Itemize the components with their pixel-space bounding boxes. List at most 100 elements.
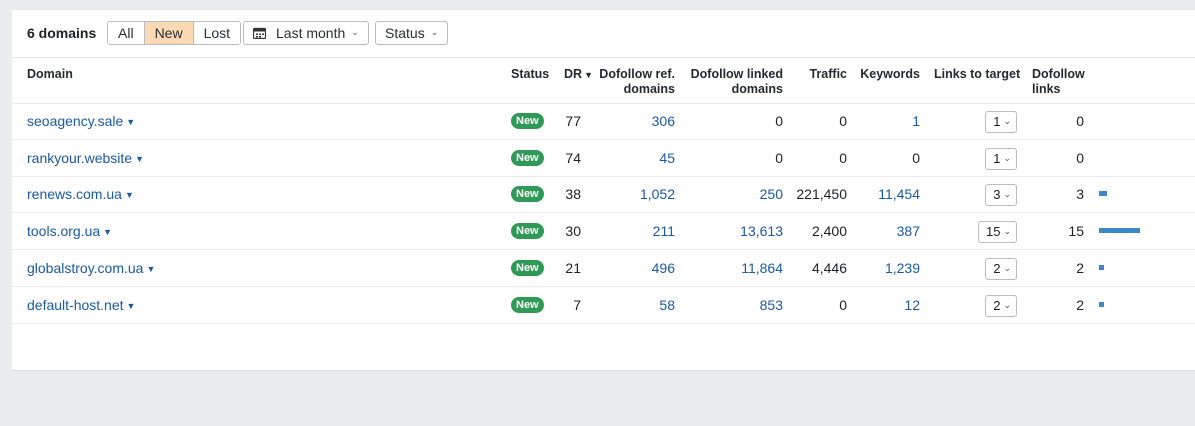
keywords-value: 0 xyxy=(912,149,920,166)
dofollow-links-value: 15 xyxy=(1068,223,1084,240)
status-badge: New xyxy=(511,113,544,129)
links-to-target-value: 2 xyxy=(993,260,1001,276)
dofollow-linked-domains-value[interactable]: 11,864 xyxy=(741,259,783,276)
col-dofollow-ref-line1: Dofollow ref. xyxy=(599,67,675,81)
status-filter-button[interactable]: Status ⌄ xyxy=(375,21,449,45)
keywords-value[interactable]: 11,454 xyxy=(878,186,920,203)
dr-value: 7 xyxy=(573,296,581,313)
traffic-value: 221,450 xyxy=(796,186,847,203)
traffic-value: 4,446 xyxy=(811,259,847,276)
links-to-target-select[interactable]: 2 ⌄ xyxy=(985,294,1017,317)
traffic-value: 0 xyxy=(839,296,847,313)
dr-value: 30 xyxy=(565,223,581,240)
dofollow-ref-domains-link[interactable]: 58 xyxy=(659,296,675,313)
links-to-target-value: 2 xyxy=(993,297,1001,313)
col-links-to-target[interactable]: Links to target xyxy=(934,67,1021,81)
table-header: Domain Status DR ▼ Dofollow ref. domains … xyxy=(12,57,1195,104)
col-dofollow-ref-domains[interactable]: Dofollow ref. domains xyxy=(599,67,675,97)
traffic-value: 0 xyxy=(839,149,847,166)
dofollow-ref-domains-link[interactable]: 45 xyxy=(659,149,675,166)
chevron-down-icon: ⌄ xyxy=(430,27,439,37)
domain-name: renews.com.ua xyxy=(27,186,122,203)
dofollow-ref-domains-link[interactable]: 496 xyxy=(651,259,675,276)
dofollow-links-value: 0 xyxy=(1076,149,1084,166)
chevron-down-icon: ⌄ xyxy=(1003,299,1011,310)
keywords-value[interactable]: 1 xyxy=(912,113,920,129)
dofollow-links-bar xyxy=(1099,228,1140,234)
caret-down-icon: ▼ xyxy=(146,263,156,274)
date-range-button[interactable]: Last month ⌄ xyxy=(243,21,369,45)
keywords-value[interactable]: 1,239 xyxy=(884,259,920,276)
caret-down-icon: ▼ xyxy=(135,153,144,164)
status-badge: New xyxy=(511,223,544,240)
dofollow-linked-domains-value[interactable]: 853 xyxy=(759,296,783,313)
dofollow-links-value: 2 xyxy=(1076,259,1084,276)
col-status[interactable]: Status xyxy=(511,67,550,81)
links-to-target-select[interactable]: 15 ⌄ xyxy=(977,221,1017,244)
domain-link[interactable]: renews.com.ua ▼ xyxy=(27,176,134,212)
col-dofollow-linked-domains[interactable]: Dofollow linked domains xyxy=(691,67,783,97)
domain-link[interactable]: tools.org.ua ▼ xyxy=(27,213,112,249)
filter-new-button[interactable]: New xyxy=(144,22,194,44)
keywords-value[interactable]: 12 xyxy=(904,296,920,313)
domain-link[interactable]: default-host.net ▼ xyxy=(27,287,135,323)
chevron-down-icon: ⌄ xyxy=(1003,226,1011,237)
domain-link[interactable]: rankyour.website ▼ xyxy=(27,140,144,176)
keywords-value[interactable]: 387 xyxy=(896,223,920,240)
table-row: rankyour.website ▼ New 74 45 0 0 0 1 ⌄ 0 xyxy=(12,140,1195,177)
dofollow-ref-domains-link[interactable]: 1,052 xyxy=(639,186,675,203)
domains-count: 6 domains xyxy=(27,25,97,41)
table-row: tools.org.ua ▼ New 30 211 13,613 2,400 387 15 ⌄ 15 xyxy=(12,213,1195,251)
domain-link[interactable]: globalstroy.com.ua ▼ xyxy=(27,250,155,286)
col-dr-label: DR xyxy=(564,67,583,81)
filter-all-button[interactable]: All xyxy=(108,22,145,44)
filter-segmented-control: All New Lost xyxy=(107,21,242,45)
dofollow-ref-domains-link[interactable]: 211 xyxy=(652,223,675,240)
status-badge: New xyxy=(511,259,544,276)
dr-value: 21 xyxy=(565,259,581,276)
col-domain[interactable]: Domain xyxy=(27,67,73,81)
col-dofollow-links[interactable]: Dofollow links xyxy=(1032,67,1085,97)
dofollow-links-bar xyxy=(1099,191,1107,197)
col-traffic[interactable]: Traffic xyxy=(809,67,847,81)
dofollow-links-value: 3 xyxy=(1076,186,1084,203)
chevron-down-icon: ⌄ xyxy=(1003,116,1011,126)
table-row: renews.com.ua ▼ New 38 1,052 250 221,450 11,454… xyxy=(12,176,1195,214)
dr-value: 77 xyxy=(565,113,581,129)
dofollow-linked-domains-value[interactable]: 250 xyxy=(759,186,783,203)
chevron-down-icon: ⌄ xyxy=(1003,152,1011,163)
links-to-target-select[interactable]: 1 ⌄ xyxy=(985,147,1017,170)
chevron-down-icon: ⌄ xyxy=(1003,189,1011,200)
chevron-down-icon: ⌄ xyxy=(1003,262,1011,273)
col-keywords[interactable]: Keywords xyxy=(860,67,920,81)
toolbar: 6 domains All New Lost Last month ⌄ Stat… xyxy=(12,10,1195,57)
domain-name: rankyour.website xyxy=(27,149,133,166)
domain-name: tools.org.ua xyxy=(27,223,101,240)
dofollow-links-value: 0 xyxy=(1076,113,1084,129)
links-to-target-select[interactable]: 2 ⌄ xyxy=(985,257,1017,280)
links-to-target-value: 1 xyxy=(993,150,1001,166)
table-row: globalstroy.com.ua ▼ New 21 496 11,864 4,446 1,… xyxy=(12,250,1195,287)
domain-name: default-host.net xyxy=(27,296,124,313)
col-dr[interactable]: DR ▼ xyxy=(564,67,593,83)
col-dofollow-ref-line2: domains xyxy=(623,82,675,96)
domain-name: seoagency.sale xyxy=(27,113,124,129)
dofollow-ref-domains-link[interactable]: 306 xyxy=(651,113,675,129)
links-to-target-select[interactable]: 3 ⌄ xyxy=(985,184,1017,207)
col-dofollow-linked-line2: domains xyxy=(731,82,783,96)
traffic-value: 0 xyxy=(839,113,847,129)
col-dofollow-links-line1: Dofollow xyxy=(1032,67,1085,81)
date-range-label: Last month xyxy=(276,25,346,41)
domain-link[interactable]: seoagency.sale ▼ xyxy=(27,103,135,139)
backlinks-panel: 6 domains All New Lost Last month ⌄ Stat… xyxy=(12,9,1195,371)
status-badge: New xyxy=(511,186,544,203)
filter-lost-button[interactable]: Lost xyxy=(193,22,241,44)
dofollow-linked-domains-value[interactable]: 13,613 xyxy=(740,223,783,240)
sort-desc-icon: ▼ xyxy=(584,70,593,80)
dofollow-linked-domains-value: 0 xyxy=(775,149,783,166)
table-row: seoagency.sale ▼ New 77 306 0 0 1 1 ⌄ 0 xyxy=(12,103,1195,140)
dr-value: 38 xyxy=(565,186,581,203)
dofollow-links-value: 2 xyxy=(1076,296,1084,313)
links-to-target-select[interactable]: 1 ⌄ xyxy=(985,111,1017,133)
links-to-target-value: 1 xyxy=(993,114,1001,129)
